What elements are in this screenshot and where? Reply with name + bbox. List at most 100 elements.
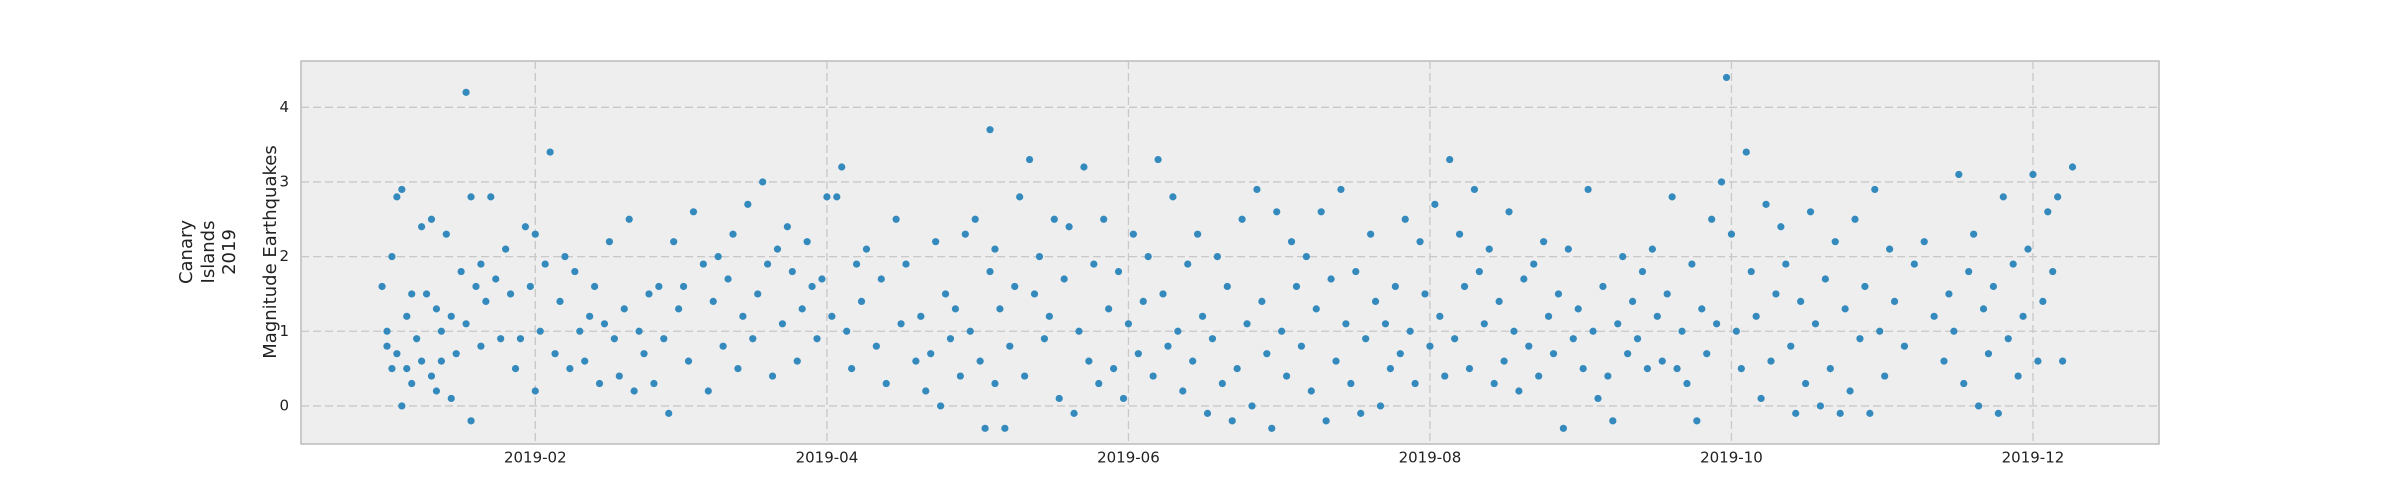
- point: [1979, 305, 1988, 313]
- point: [1698, 305, 1706, 313]
- point: [1594, 394, 1602, 403]
- point: [1105, 305, 1113, 313]
- point: [1045, 312, 1053, 320]
- point: [1500, 357, 1508, 365]
- point: [1386, 364, 1394, 373]
- point: [1619, 253, 1627, 261]
- point: [823, 193, 831, 201]
- y-tick-label: 3: [279, 172, 289, 190]
- point: [1465, 364, 1474, 373]
- point: [551, 350, 559, 358]
- point: [521, 223, 530, 231]
- point: [1762, 200, 1770, 208]
- point: [902, 260, 910, 268]
- point: [729, 230, 737, 238]
- point: [2014, 372, 2022, 380]
- point: [1317, 208, 1325, 216]
- point: [1179, 387, 1187, 395]
- point: [1174, 327, 1182, 335]
- point: [833, 193, 841, 201]
- point: [1767, 357, 1775, 365]
- point: [1114, 267, 1123, 276]
- point: [1411, 379, 1419, 388]
- point: [546, 148, 554, 156]
- point: [675, 305, 683, 313]
- point: [1149, 372, 1157, 380]
- point: [383, 342, 391, 350]
- y-tick-label: 2: [279, 247, 289, 265]
- point: [1856, 335, 1864, 343]
- point: [1006, 342, 1014, 350]
- point: [1624, 350, 1632, 358]
- point: [877, 275, 885, 283]
- point: [1016, 193, 1024, 201]
- point: [1515, 387, 1523, 395]
- point: [640, 350, 648, 358]
- point: [600, 320, 609, 328]
- point: [1480, 320, 1488, 328]
- point: [630, 387, 638, 395]
- point: [1124, 320, 1133, 328]
- point: [388, 253, 396, 261]
- point: [1297, 342, 1306, 350]
- point: [1717, 178, 1726, 186]
- point: [1999, 193, 2007, 201]
- point: [1530, 260, 1538, 268]
- point: [586, 312, 594, 320]
- point: [1525, 342, 1533, 350]
- point: [541, 260, 549, 268]
- point: [1001, 424, 1009, 432]
- point: [912, 357, 920, 365]
- point: [477, 260, 485, 268]
- point: [951, 305, 960, 313]
- point: [1950, 327, 1958, 335]
- point: [1974, 402, 1983, 410]
- point: [759, 178, 767, 186]
- point: [719, 342, 727, 350]
- point: [971, 215, 979, 223]
- point: [1930, 312, 1938, 320]
- x-tick-label: 2019-10: [1700, 449, 1763, 467]
- point: [798, 305, 806, 313]
- point: [1752, 312, 1760, 320]
- point: [1549, 350, 1558, 358]
- point: [1258, 297, 1266, 306]
- point: [1955, 170, 1963, 179]
- point: [408, 290, 416, 298]
- point: [1184, 260, 1192, 268]
- point: [1040, 335, 1048, 343]
- point: [1243, 320, 1251, 328]
- point: [1189, 357, 1197, 365]
- point: [1080, 163, 1088, 171]
- point: [487, 193, 495, 201]
- point: [803, 238, 811, 246]
- point: [1861, 282, 1869, 291]
- point: [778, 320, 787, 328]
- point: [1228, 417, 1236, 425]
- point: [1312, 305, 1320, 313]
- point: [704, 387, 712, 395]
- point: [808, 282, 816, 291]
- y-axis-label: Canary Islands 2019 Magnitude Earthquake…: [176, 145, 281, 358]
- x-tick-label: 2019-02: [504, 449, 567, 467]
- point: [1886, 245, 1894, 253]
- point: [788, 267, 796, 276]
- point: [966, 327, 974, 335]
- point: [1426, 342, 1434, 350]
- point: [1866, 409, 1874, 417]
- point: [1263, 350, 1271, 358]
- point: [1653, 312, 1661, 320]
- point: [655, 282, 663, 291]
- point: [1836, 409, 1844, 417]
- point: [1742, 148, 1750, 156]
- point: [1732, 327, 1740, 335]
- point: [472, 282, 480, 291]
- point: [516, 335, 525, 343]
- point: [1811, 320, 1820, 328]
- point: [1658, 357, 1666, 365]
- point: [1693, 417, 1701, 425]
- point: [679, 282, 688, 291]
- point: [2039, 297, 2047, 306]
- y-tick-label: 1: [279, 322, 289, 340]
